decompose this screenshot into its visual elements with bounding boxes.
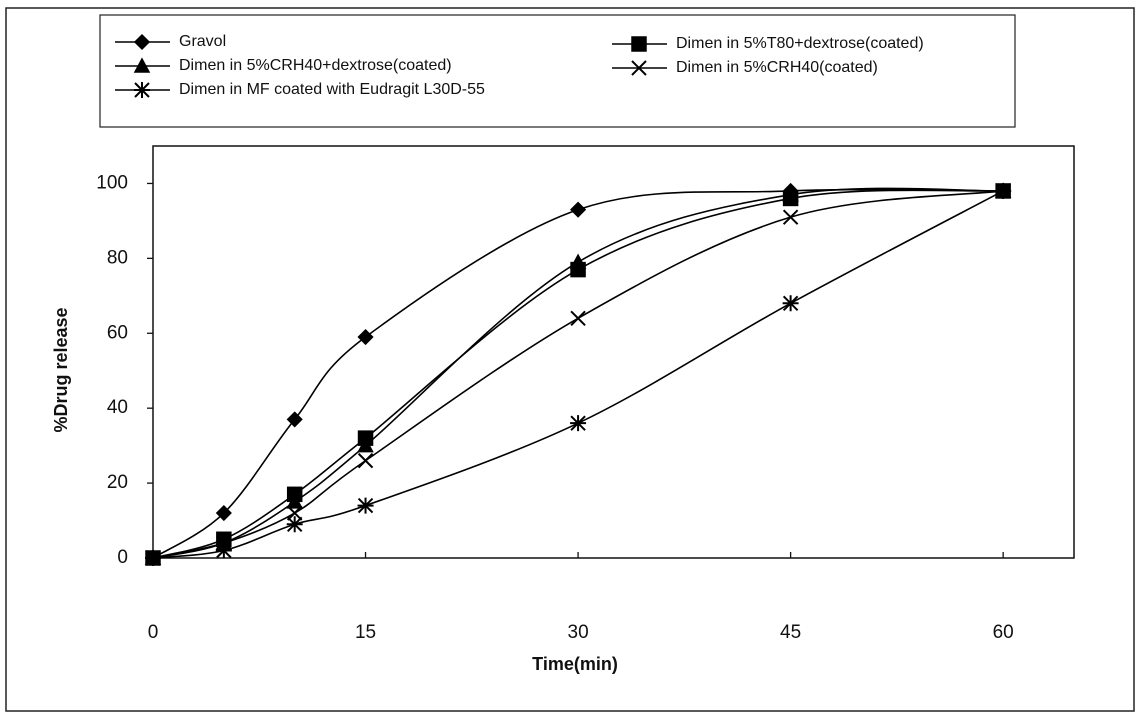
marker — [286, 505, 303, 521]
outer-frame — [5, 7, 1135, 712]
y-tick-label: 60 — [107, 322, 128, 343]
x-tick-label: 30 — [568, 622, 589, 643]
legend-marker — [133, 57, 151, 73]
y-tick-label: 20 — [107, 472, 128, 493]
series-line — [152, 189, 1004, 559]
legend-label: Dimen in 5%CRH40(coated) — [676, 59, 878, 76]
y-axis-title: %Drug release — [51, 307, 71, 432]
series-line — [152, 190, 1004, 559]
y-tick-label: 40 — [107, 397, 128, 418]
marker — [570, 201, 587, 218]
legend-box — [99, 14, 1016, 128]
marker — [357, 452, 374, 469]
marker — [357, 437, 374, 453]
marker — [995, 182, 1012, 199]
x-tick-label: 45 — [780, 622, 801, 643]
legend-marker — [133, 33, 151, 51]
series-line — [152, 190, 1004, 559]
y-tick-label: 0 — [117, 547, 128, 568]
marker — [357, 328, 374, 346]
x-tick-label: 0 — [148, 622, 159, 643]
legend-label: Dimen in MF coated with Eudragit L30D-55 — [179, 81, 485, 98]
marker — [286, 493, 303, 509]
marker — [570, 310, 586, 326]
legend-marker — [631, 36, 647, 52]
marker — [286, 411, 303, 428]
y-tick-label: 100 — [96, 172, 128, 193]
marker — [782, 186, 799, 202]
marker — [357, 497, 374, 514]
marker — [286, 516, 303, 533]
x-tick-label: 15 — [355, 622, 376, 643]
legend-marker — [134, 82, 150, 98]
legend-label: Dimen in 5%T80+dextrose(coated) — [676, 35, 924, 52]
marker — [215, 504, 232, 522]
x-tick-label: 60 — [993, 622, 1014, 643]
series-line — [152, 187, 1004, 559]
x-axis-title: Time(min) — [532, 654, 618, 674]
marker — [569, 253, 587, 269]
marker — [215, 542, 232, 559]
marker — [782, 295, 799, 312]
marker — [145, 550, 161, 566]
y-tick-label: 80 — [107, 247, 128, 268]
marker — [782, 209, 799, 225]
legend-marker — [631, 60, 647, 76]
series-line — [152, 188, 1004, 559]
marker — [570, 415, 587, 432]
legend-label: Dimen in 5%CRH40+dextrose(coated) — [179, 57, 452, 74]
plot-frame — [152, 145, 1075, 559]
legend-label: Gravol — [179, 33, 226, 50]
